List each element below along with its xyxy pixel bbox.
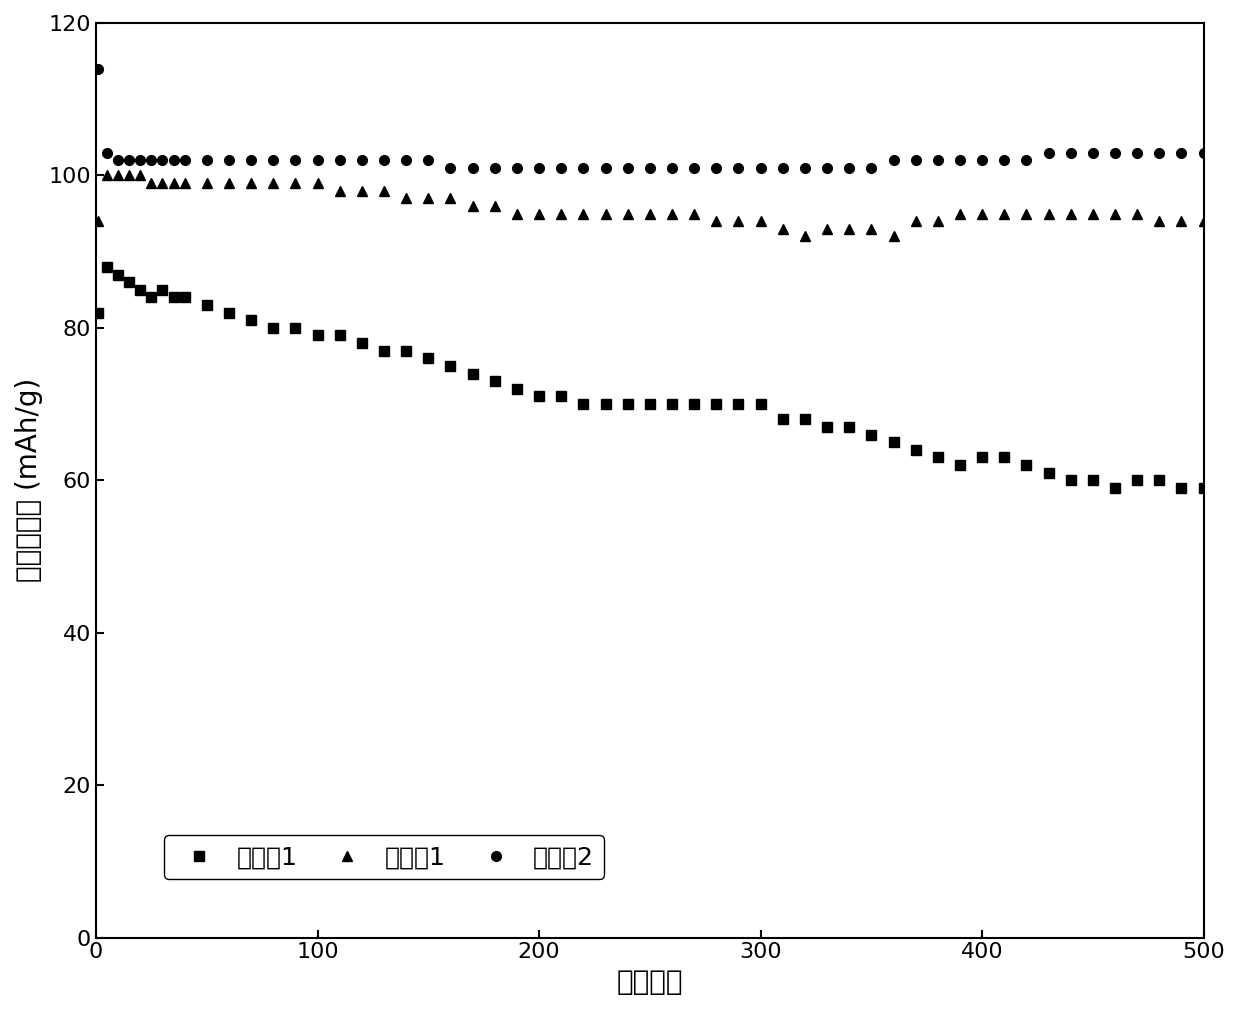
对比例1 [310, 330, 325, 342]
Line: 实施例1: 实施例1 [93, 171, 1209, 242]
实施例2 [1197, 147, 1211, 159]
对比例1 [1085, 474, 1100, 486]
对比例1 [1174, 482, 1189, 494]
Line: 对比例1: 对比例1 [93, 262, 1209, 492]
实施例1 [797, 231, 812, 243]
Legend: 对比例1, 实施例1, 实施例2: 对比例1, 实施例1, 实施例2 [164, 835, 604, 880]
实施例1 [166, 177, 181, 189]
实施例1 [1107, 207, 1122, 219]
对比例1 [166, 291, 181, 303]
实施例1 [310, 177, 325, 189]
对比例1 [99, 261, 114, 273]
实施例1 [91, 215, 105, 227]
实施例2 [91, 63, 105, 75]
实施例1 [1197, 215, 1211, 227]
实施例1 [244, 177, 259, 189]
Y-axis label: 放电比容量 (mAh/g): 放电比容量 (mAh/g) [15, 378, 43, 582]
实施例1 [99, 170, 114, 182]
实施例1 [1174, 215, 1189, 227]
对比例1 [465, 368, 480, 380]
对比例1 [91, 306, 105, 318]
实施例2 [1085, 147, 1100, 159]
Line: 实施例2: 实施例2 [93, 64, 1209, 173]
对比例1 [244, 314, 259, 327]
实施例2 [1174, 147, 1189, 159]
实施例2 [288, 154, 303, 166]
对比例1 [1197, 482, 1211, 494]
X-axis label: 循环次数: 循环次数 [616, 968, 683, 996]
实施例1 [465, 200, 480, 212]
实施例2 [465, 162, 480, 174]
对比例1 [1107, 482, 1122, 494]
实施例2 [222, 154, 237, 166]
实施例2 [155, 154, 170, 166]
实施例2 [443, 162, 458, 174]
